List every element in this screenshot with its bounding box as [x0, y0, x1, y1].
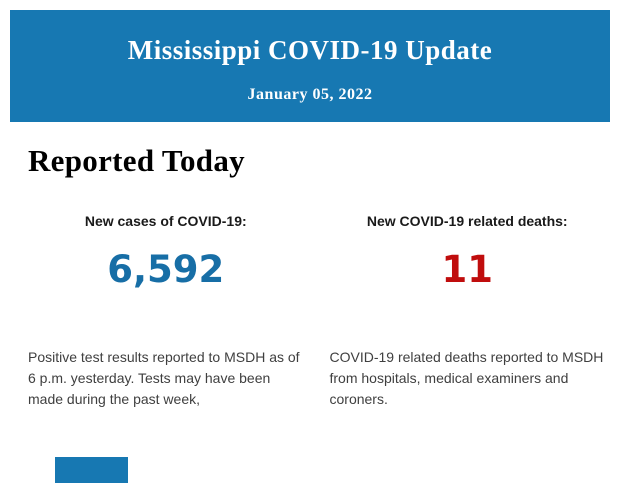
report-date: January 05, 2022 [247, 86, 373, 103]
stat-new-cases: New cases of COVID-19: 6,592 Positive te… [28, 212, 304, 410]
new-cases-description: Positive test results reported to MSDH a… [28, 349, 300, 407]
header-banner: Mississippi COVID-19 Update January 05, … [10, 10, 610, 122]
stats-grid: New cases of COVID-19: 6,592 Positive te… [28, 212, 605, 410]
new-cases-label: New cases of COVID-19: [84, 213, 247, 229]
new-cases-value: 6,592 [107, 248, 225, 291]
stat-new-deaths: New COVID-19 related deaths: 11 COVID-19… [330, 212, 606, 410]
cutoff-blue-banner [55, 457, 128, 483]
section-heading: Reported Today [28, 143, 245, 178]
new-deaths-value: 11 [441, 248, 494, 291]
new-deaths-description: COVID-19 related deaths reported to MSDH… [329, 349, 604, 407]
new-deaths-label: New COVID-19 related deaths: [366, 213, 568, 229]
page-title: Mississippi COVID-19 Update [127, 35, 493, 65]
